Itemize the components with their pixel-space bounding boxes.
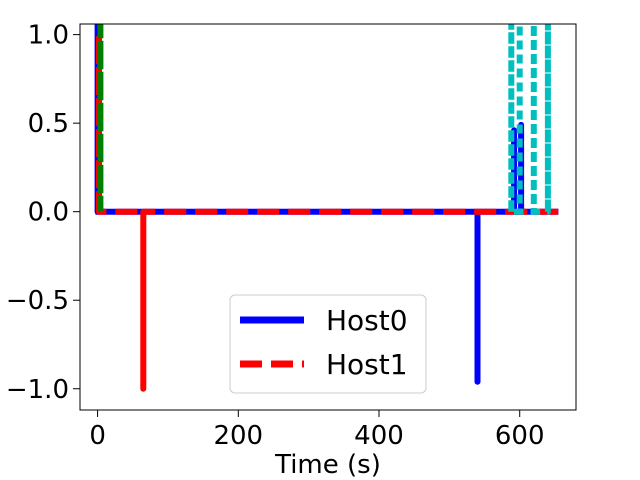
series-line-3	[508, 24, 551, 215]
y-tick-label: 0.0	[28, 198, 69, 228]
y-tick-label: 0.5	[28, 109, 69, 139]
y-tick-label: −0.5	[6, 286, 69, 316]
series-layer	[94, 24, 559, 392]
plot-frame	[79, 23, 577, 411]
y-axis: −1.0 −0.5 0.0 0.5 1.0	[6, 21, 80, 405]
legend: Host0 Host1	[229, 294, 427, 394]
x-tick-label: 600	[495, 421, 545, 451]
x-axis: 0 200 400 600	[89, 410, 545, 451]
legend-label-host0: Host0	[326, 304, 408, 337]
x-axis-title: Time (s)	[274, 450, 381, 480]
y-tick-label: −1.0	[6, 375, 69, 405]
y-tick-label: 1.0	[28, 21, 69, 51]
x-tick-label: 400	[354, 421, 404, 451]
x-tick-label: 200	[213, 421, 263, 451]
x-tick-label: 0	[89, 421, 106, 451]
legend-label-host1: Host1	[326, 348, 408, 381]
